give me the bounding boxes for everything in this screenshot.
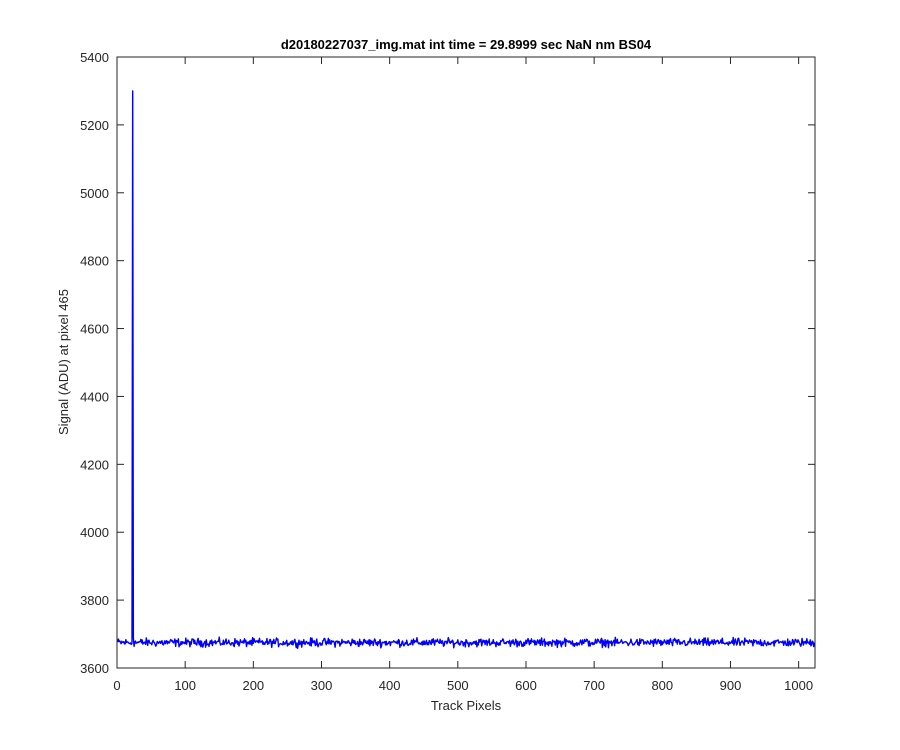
series-layer [116, 90, 816, 650]
y-tick-label: 5200 [80, 118, 109, 133]
x-axis-label: Track Pixels [431, 698, 502, 713]
x-tick-label: 0 [113, 678, 120, 693]
y-tick-label: 4600 [80, 322, 109, 337]
x-tick-label: 100 [174, 678, 196, 693]
y-tick-label: 3600 [80, 661, 109, 676]
x-tick-label: 500 [447, 678, 469, 693]
plot-frame [116, 56, 816, 669]
y-tick-label: 4200 [80, 457, 109, 472]
chart-title: d20180227037_img.mat int time = 29.8999 … [281, 37, 652, 52]
y-tick-label: 5000 [80, 186, 109, 201]
ticks-layer: 0 100 200 300 400 500 600 700 800 900 1000 3600 3800… [80, 50, 815, 693]
y-tick-label: 4800 [80, 254, 109, 269]
x-tick-label: 900 [720, 678, 742, 693]
x-tick-label: 700 [583, 678, 605, 693]
y-tick-label: 3800 [80, 593, 109, 608]
x-tick-label: 600 [515, 678, 537, 693]
x-tick-label: 800 [651, 678, 673, 693]
y-tick-label: 4400 [80, 389, 109, 404]
series-line [116, 90, 816, 650]
x-tick-label: 400 [379, 678, 401, 693]
x-tick-label: 1000 [784, 678, 813, 693]
y-axis-label: Signal (ADU) at pixel 465 [56, 289, 71, 435]
x-tick-label: 300 [311, 678, 333, 693]
y-tick-label: 5400 [80, 50, 109, 65]
plot-area [117, 57, 815, 668]
y-tick-label: 4000 [80, 525, 109, 540]
x-tick-label: 200 [242, 678, 264, 693]
